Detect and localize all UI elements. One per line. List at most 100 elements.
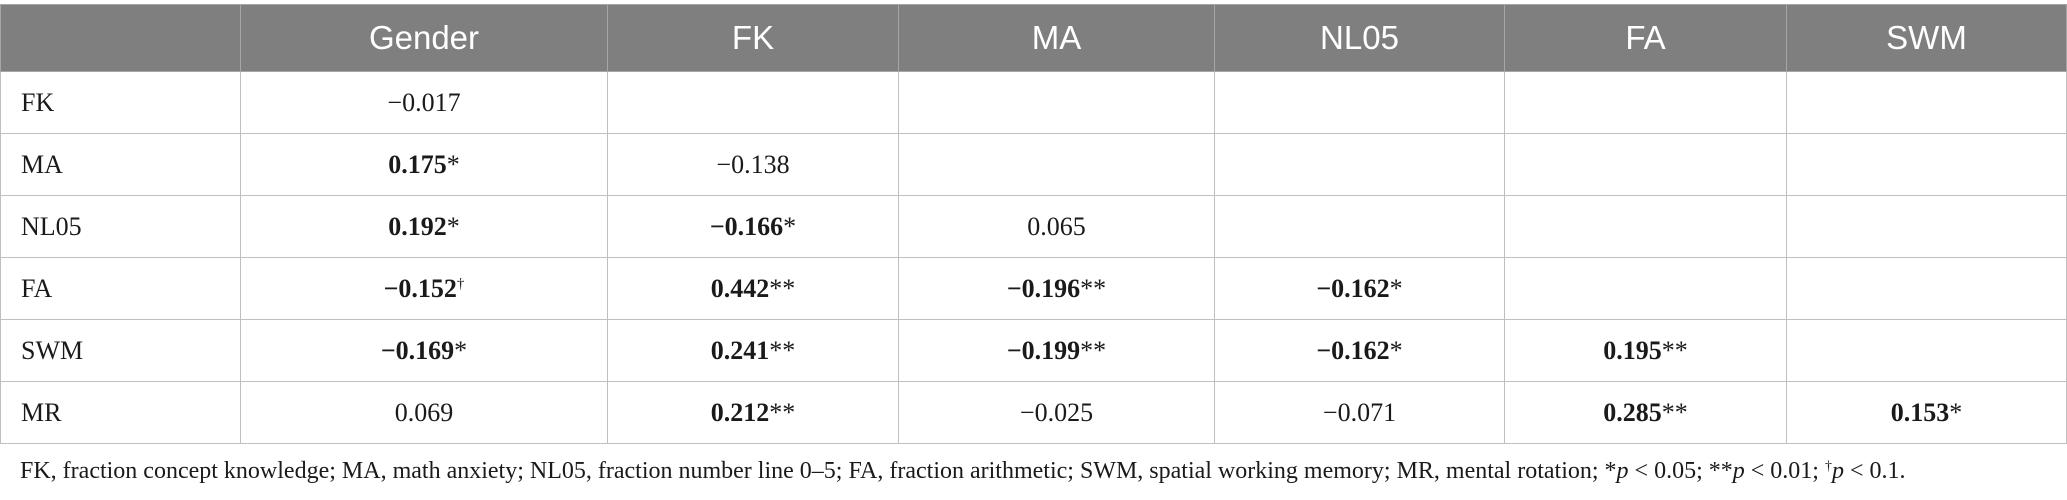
correlation-cell: −0.169*: [240, 319, 608, 382]
empty-cell: [1214, 133, 1505, 196]
correlation-value: 0.192: [388, 211, 447, 241]
correlation-cell: 0.192*: [240, 195, 608, 258]
table-row: MR 0.069 0.212** −0.025 −0.071 0.285** 0.153*: [0, 381, 2067, 444]
empty-cell: [607, 71, 899, 134]
column-header: MA: [898, 4, 1215, 72]
correlation-value: 0.153: [1890, 397, 1950, 427]
table-row: NL05 0.192* −0.166* 0.065: [0, 195, 2067, 258]
correlation-cell: 0.285**: [1504, 381, 1787, 444]
empty-cell: [1504, 195, 1787, 258]
column-header: NL05: [1214, 4, 1505, 72]
empty-cell: [1786, 319, 2067, 382]
row-label: NL05: [0, 195, 241, 258]
significance-marker: *: [454, 335, 468, 365]
row-label: FA: [0, 257, 241, 320]
significance-marker: *: [783, 211, 797, 241]
correlation-cell: −0.196**: [898, 257, 1215, 320]
correlation-value: −0.025: [1019, 397, 1094, 427]
significance-marker: **: [1661, 335, 1688, 365]
correlation-cell: −0.017: [240, 71, 608, 134]
significance-marker: *: [1389, 335, 1403, 365]
significance-marker: **: [769, 397, 796, 427]
correlation-value: −0.199: [1006, 335, 1081, 365]
significance-marker: **: [1080, 273, 1107, 303]
footnote-threshold: < 0.1.: [1843, 458, 1906, 484]
empty-cell: [1214, 195, 1505, 258]
correlation-value: −0.071: [1322, 397, 1397, 427]
correlation-cell: −0.071: [1214, 381, 1505, 444]
significance-marker: **: [769, 335, 796, 365]
significance-marker: *: [1949, 397, 1963, 427]
empty-cell: [1504, 133, 1787, 196]
significance-marker: *: [446, 211, 460, 241]
row-label: MR: [0, 381, 241, 444]
correlation-cell: 0.175*: [240, 133, 608, 196]
correlation-cell: −0.162*: [1214, 319, 1505, 382]
row-label: SWM: [0, 319, 241, 382]
table-body: FK −0.017 MA 0.175* −0.138 NL05 0.192* −0.166* 0…: [0, 71, 2067, 444]
correlation-value: 0.241: [710, 335, 770, 365]
correlation-cell: −0.162*: [1214, 257, 1505, 320]
empty-cell: [1786, 257, 2067, 320]
row-label: MA: [0, 133, 241, 196]
correlation-value: −0.166: [709, 211, 784, 241]
footnote-dagger: †: [1824, 459, 1832, 474]
empty-cell: [898, 71, 1215, 134]
correlation-cell: −0.166*: [607, 195, 899, 258]
correlation-value: 0.175: [388, 149, 447, 179]
row-label: FK: [0, 71, 241, 134]
correlation-value: −0.162: [1316, 273, 1390, 303]
correlation-value: −0.017: [387, 87, 461, 117]
correlation-value: −0.196: [1006, 273, 1081, 303]
table-row: FA −0.152† 0.442** −0.196** −0.162*: [0, 257, 2067, 320]
table-row: SWM −0.169* 0.241** −0.199** −0.162* 0.195**: [0, 319, 2067, 382]
column-header: [0, 4, 241, 72]
column-header: FK: [607, 4, 899, 72]
correlation-cell: 0.442**: [607, 257, 899, 320]
correlation-value: −0.152: [383, 273, 457, 303]
footnote-threshold: < 0.05; **: [1628, 458, 1733, 484]
footnote-p-symbol: p: [1732, 458, 1745, 484]
column-header: FA: [1504, 4, 1787, 72]
correlation-cell: −0.138: [607, 133, 899, 196]
footnote-abbreviations: FK, fraction concept knowledge; MA, math…: [20, 458, 1605, 484]
empty-cell: [898, 133, 1215, 196]
empty-cell: [1504, 71, 1787, 134]
correlation-value: 0.285: [1603, 397, 1662, 427]
empty-cell: [1786, 71, 2067, 134]
correlation-cell: 0.241**: [607, 319, 899, 382]
correlation-value: 0.069: [394, 397, 454, 427]
correlation-cell: −0.025: [898, 381, 1215, 444]
correlation-value: −0.138: [716, 149, 790, 179]
correlation-value: 0.212: [710, 397, 770, 427]
correlation-value: −0.162: [1316, 335, 1390, 365]
footnote-threshold: < 0.01;: [1744, 458, 1825, 484]
significance-marker: **: [1661, 397, 1688, 427]
empty-cell: [1786, 195, 2067, 258]
empty-cell: [1214, 71, 1505, 134]
footnote-p-symbol: p: [1831, 458, 1844, 484]
significance-marker: *: [1389, 273, 1403, 303]
significance-marker: *: [446, 149, 460, 179]
table-row: FK −0.017: [0, 71, 2067, 134]
footnote-sig-mark: *: [1604, 458, 1617, 484]
correlation-value: 0.195: [1603, 335, 1662, 365]
correlation-cell: −0.199**: [898, 319, 1215, 382]
correlation-cell: 0.153*: [1786, 381, 2067, 444]
correlation-value: 0.442: [710, 273, 770, 303]
significance-marker: **: [1080, 335, 1107, 365]
empty-cell: [1786, 133, 2067, 196]
header-row: Gender FK MA NL05 FA SWM: [0, 4, 2067, 72]
correlation-cell: 0.212**: [607, 381, 899, 444]
table-row: MA 0.175* −0.138: [0, 133, 2067, 196]
correlation-cell: 0.195**: [1504, 319, 1787, 382]
empty-cell: [1504, 257, 1787, 320]
correlation-cell: 0.069: [240, 381, 608, 444]
correlation-cell: −0.152†: [240, 257, 608, 320]
significance-marker: †: [456, 275, 465, 292]
column-header: SWM: [1786, 4, 2067, 72]
correlation-cell: 0.065: [898, 195, 1215, 258]
column-header: Gender: [240, 4, 608, 72]
footnote-p-symbol: p: [1616, 458, 1629, 484]
correlation-value: −0.169: [380, 335, 455, 365]
